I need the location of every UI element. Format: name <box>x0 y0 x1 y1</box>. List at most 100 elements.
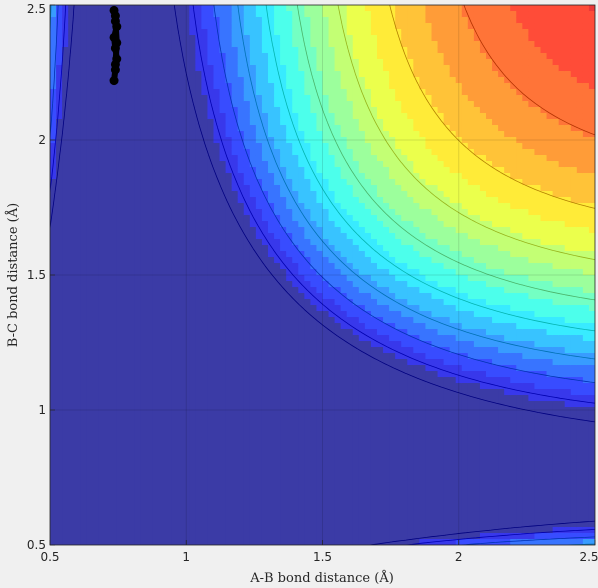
surface-cell <box>129 29 136 36</box>
surface-cell <box>201 161 208 168</box>
surface-cell <box>68 389 75 396</box>
surface-cell <box>353 41 360 48</box>
surface-cell <box>347 443 354 450</box>
surface-cell <box>153 311 160 318</box>
surface-cell <box>74 305 81 312</box>
surface-cell <box>262 167 269 174</box>
surface-cell <box>129 527 136 534</box>
surface-cell <box>105 431 112 438</box>
surface-cell <box>68 125 75 132</box>
surface-cell <box>268 173 275 180</box>
surface-cell <box>262 371 269 378</box>
surface-cell <box>92 179 99 186</box>
surface-cell <box>135 29 142 36</box>
surface-cell <box>123 179 130 186</box>
surface-cell <box>292 347 299 354</box>
surface-cell <box>226 35 233 42</box>
surface-cell <box>171 401 178 408</box>
surface-cell <box>189 149 196 156</box>
surface-cell <box>268 119 275 126</box>
surface-cell <box>280 335 287 342</box>
surface-cell <box>62 425 69 432</box>
surface-cell <box>68 221 75 228</box>
surface-cell <box>298 443 305 450</box>
surface-cell <box>105 395 112 402</box>
surface-cell <box>250 497 257 504</box>
surface-cell <box>147 191 154 198</box>
surface-cell <box>329 437 336 444</box>
surface-cell <box>159 515 166 522</box>
surface-cell <box>98 29 105 36</box>
surface-cell <box>123 119 130 126</box>
surface-cell <box>80 29 87 36</box>
surface-cell <box>347 245 354 252</box>
surface-cell <box>56 395 63 402</box>
surface-cell <box>323 509 330 516</box>
surface-cell <box>123 263 130 270</box>
surface-cell <box>268 425 275 432</box>
surface-cell <box>377 497 384 504</box>
surface-cell <box>268 455 275 462</box>
surface-cell <box>341 191 348 198</box>
surface-cell <box>329 365 336 372</box>
surface-cell <box>165 317 172 324</box>
surface-cell <box>111 239 118 246</box>
surface-cell <box>298 527 305 534</box>
surface-cell <box>123 509 130 516</box>
surface-cell <box>292 59 299 66</box>
surface-cell <box>353 395 360 402</box>
surface-cell <box>195 371 202 378</box>
surface-cell <box>74 413 81 420</box>
surface-cell <box>141 185 148 192</box>
surface-cell <box>298 437 305 444</box>
surface-cell <box>105 47 112 54</box>
surface-cell <box>329 491 336 498</box>
surface-cell <box>347 365 354 372</box>
surface-cell <box>274 29 281 36</box>
surface-cell <box>171 395 178 402</box>
surface-cell <box>292 29 299 36</box>
surface-cell <box>195 17 202 24</box>
surface-cell <box>226 227 233 234</box>
surface-cell <box>92 377 99 384</box>
surface-cell <box>147 275 154 282</box>
surface-cell <box>256 419 263 426</box>
surface-cell <box>274 419 281 426</box>
surface-cell <box>274 23 281 30</box>
surface-cell <box>105 17 112 24</box>
surface-cell <box>189 389 196 396</box>
surface-cell <box>335 425 342 432</box>
surface-cell <box>250 65 257 72</box>
surface-cell <box>201 347 208 354</box>
surface-cell <box>86 419 93 426</box>
surface-cell <box>359 521 366 528</box>
surface-cell <box>80 101 87 108</box>
surface-cell <box>165 485 172 492</box>
surface-cell <box>286 425 293 432</box>
surface-cell <box>292 437 299 444</box>
surface-cell <box>135 203 142 210</box>
surface-cell <box>159 293 166 300</box>
surface-cell <box>298 521 305 528</box>
surface-cell <box>147 131 154 138</box>
surface-cell <box>141 179 148 186</box>
surface-cell <box>365 83 372 90</box>
surface-cell <box>129 329 136 336</box>
surface-cell <box>304 143 311 150</box>
surface-cell <box>207 353 214 360</box>
surface-cell <box>280 329 287 336</box>
surface-cell <box>111 347 118 354</box>
surface-cell <box>304 431 311 438</box>
surface-cell <box>220 221 227 228</box>
surface-cell <box>207 245 214 252</box>
surface-cell <box>292 155 299 162</box>
surface-cell <box>323 359 330 366</box>
surface-cell <box>123 173 130 180</box>
surface-cell <box>262 377 269 384</box>
surface-cell <box>147 527 154 534</box>
surface-cell <box>371 83 378 90</box>
surface-cell <box>117 485 124 492</box>
surface-cell <box>165 143 172 150</box>
surface-cell <box>159 215 166 222</box>
surface-cell <box>50 497 57 504</box>
